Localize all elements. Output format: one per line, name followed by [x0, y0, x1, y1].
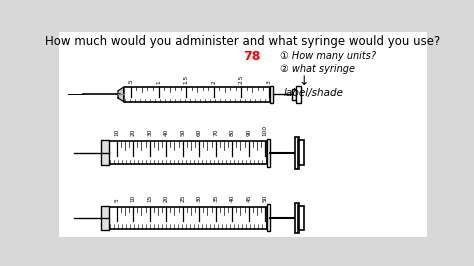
Text: 20: 20 [164, 194, 169, 202]
Text: 10: 10 [131, 194, 136, 202]
Bar [295, 137, 299, 169]
Text: 78: 78 [244, 50, 261, 63]
Bar [292, 89, 296, 100]
Text: 70: 70 [213, 128, 218, 136]
Bar [271, 85, 273, 103]
Text: 50: 50 [263, 194, 268, 202]
Text: 15: 15 [147, 194, 152, 202]
Text: 40: 40 [230, 194, 235, 202]
Text: 90: 90 [246, 128, 251, 136]
Text: 80: 80 [230, 128, 235, 136]
Bar [296, 86, 301, 103]
Text: 30: 30 [147, 128, 152, 136]
Bar [109, 142, 267, 164]
Text: 30: 30 [197, 194, 202, 202]
Text: 10: 10 [114, 128, 119, 136]
Text: 60: 60 [197, 128, 202, 136]
Bar [124, 87, 271, 102]
Text: 2: 2 [211, 80, 216, 84]
Bar [101, 140, 109, 165]
Bar [295, 203, 299, 233]
Text: ① How many units?: ① How many units? [280, 52, 376, 61]
Polygon shape [118, 87, 124, 102]
Bar [109, 207, 267, 228]
Text: ② what syringe: ② what syringe [280, 64, 355, 74]
Bar [299, 140, 304, 165]
Text: 20: 20 [131, 128, 136, 136]
Text: 2.5: 2.5 [239, 74, 244, 84]
Text: ↓: ↓ [298, 74, 309, 88]
Text: 1.5: 1.5 [183, 74, 189, 84]
Text: 35: 35 [213, 194, 218, 202]
Text: 100: 100 [263, 125, 268, 136]
Bar [101, 206, 109, 230]
Text: 1: 1 [156, 80, 161, 84]
Text: 25: 25 [180, 194, 185, 202]
Text: 5: 5 [114, 198, 119, 202]
Text: 45: 45 [246, 194, 251, 202]
Text: label/shade: label/shade [283, 88, 343, 98]
Bar [267, 205, 270, 231]
Text: 3: 3 [266, 80, 272, 84]
Text: How much would you administer and what syringe would you use?: How much would you administer and what s… [46, 35, 440, 48]
Text: .5: .5 [128, 78, 133, 84]
Text: 50: 50 [180, 128, 185, 136]
Text: 40: 40 [164, 128, 169, 136]
Bar [299, 206, 304, 230]
Bar [267, 139, 270, 167]
